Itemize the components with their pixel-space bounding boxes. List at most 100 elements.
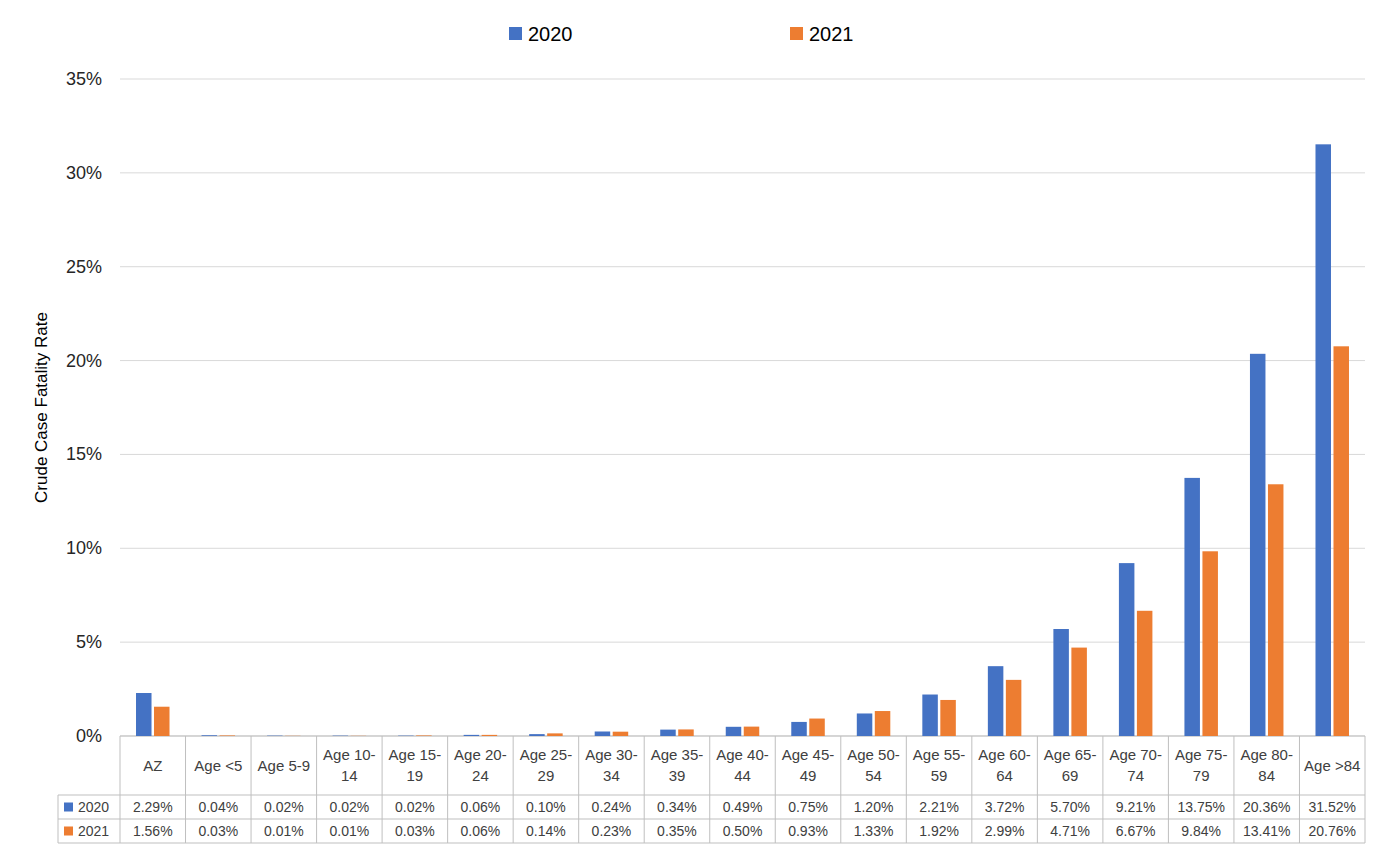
bar: [1202, 551, 1218, 736]
bar: [202, 735, 218, 736]
tick-label: 0%: [76, 726, 102, 746]
table-value: 6.67%: [1116, 823, 1156, 839]
category-label: Age 65-69: [1044, 746, 1097, 784]
table-line: [447, 736, 448, 843]
category-label-part: Age 45-: [782, 746, 835, 763]
table-line: [316, 736, 317, 843]
category-label-part: Age 75-: [1175, 746, 1228, 763]
category-label-part: 54: [865, 767, 882, 784]
category-label-part: 39: [669, 767, 686, 784]
table-value: 0.23%: [592, 823, 632, 839]
tick-label: 10%: [66, 538, 102, 558]
legend-key: [509, 27, 522, 40]
table-value: 0.03%: [395, 823, 435, 839]
table-value: 0.03%: [198, 823, 238, 839]
table-value: 0.02%: [329, 799, 369, 815]
table-line: [775, 736, 776, 843]
bar: [595, 731, 611, 736]
table-value: 0.35%: [657, 823, 697, 839]
bar: [940, 700, 956, 736]
y-axis-label: Crude Case Fatality Rate: [32, 312, 51, 503]
category-label-part: Age 15-: [389, 746, 442, 763]
table-value: 1.92%: [919, 823, 959, 839]
category-label: AZ: [143, 757, 162, 774]
bar: [1071, 648, 1087, 736]
table-value: 0.75%: [788, 799, 828, 815]
bar: [464, 735, 480, 736]
legend-label: 2021: [809, 23, 854, 45]
grid-line: [120, 548, 1365, 549]
table-line: [578, 736, 579, 843]
table-line: [840, 736, 841, 843]
table-line: [1233, 736, 1234, 843]
table-line: [971, 736, 972, 843]
category-label-part: 14: [341, 767, 358, 784]
table-series-name: 2020: [78, 799, 109, 815]
bar: [726, 727, 742, 736]
bar: [547, 733, 563, 736]
category-label-part: 59: [931, 767, 948, 784]
bar: [1250, 354, 1266, 736]
bar: [988, 666, 1004, 736]
table-value: 5.70%: [1050, 799, 1090, 815]
category-label-part: Age <5: [194, 757, 242, 774]
table-value: 4.71%: [1050, 823, 1090, 839]
table-line: [120, 736, 121, 843]
category-label-part: Age 65-: [1044, 746, 1097, 763]
bar: [1315, 144, 1331, 736]
legend-key: [790, 27, 803, 40]
category-label: Age 45-49: [782, 746, 835, 784]
data-table: AZAge <5Age 5-9Age 10-14Age 15-19Age 20-…: [58, 736, 1365, 843]
category-label: Age 5-9: [258, 757, 311, 774]
table-value: 0.10%: [526, 799, 566, 815]
category-label: Age 30- 34: [585, 746, 638, 784]
category-label-part: 79: [1193, 767, 1210, 784]
table-line: [58, 795, 1365, 796]
table-value: 0.02%: [264, 799, 304, 815]
category-label-part: 64: [996, 767, 1013, 784]
category-label-part: Age 20-: [454, 746, 507, 763]
table-value: 9.84%: [1181, 823, 1221, 839]
bars: [136, 144, 1349, 736]
bar: [1119, 563, 1135, 736]
bar: [744, 727, 760, 736]
category-label-part: Age 25-: [520, 746, 573, 763]
category-label-part: Age 5-9: [258, 757, 311, 774]
table-value: 3.72%: [985, 799, 1025, 815]
bar: [791, 722, 807, 736]
table-series-name: 2021: [78, 823, 109, 839]
category-label: Age 55-59: [913, 746, 966, 784]
bar: [220, 735, 236, 736]
table-value: 20.36%: [1243, 799, 1290, 815]
bar: [267, 735, 283, 736]
bar: [154, 707, 170, 736]
tick-label: 25%: [66, 257, 102, 277]
x-axis-line: [120, 736, 1365, 737]
bar: [922, 695, 938, 736]
bar: [333, 735, 349, 736]
category-label: Age 75- 79: [1175, 746, 1228, 784]
table-legend-key: [64, 803, 73, 812]
table-value: 13.41%: [1243, 823, 1290, 839]
category-label-part: 34: [603, 767, 620, 784]
table-value: 0.50%: [723, 823, 763, 839]
grid-line: [120, 79, 1365, 80]
table-line: [1102, 736, 1103, 843]
table-value: 2.29%: [133, 799, 173, 815]
bar: [1268, 484, 1284, 736]
table-value: 20.76%: [1308, 823, 1355, 839]
table-value: 1.56%: [133, 823, 173, 839]
category-label-part: Age 30-: [585, 746, 638, 763]
chart: 0%5%10%15%20%25%30%35%Crude Case Fatalit…: [0, 0, 1388, 859]
table-value: 0.06%: [461, 799, 501, 815]
table-value: 9.21%: [1116, 799, 1156, 815]
bar: [1053, 629, 1069, 736]
legend-label: 2020: [528, 23, 573, 45]
grid-line: [120, 454, 1365, 455]
bar: [809, 719, 825, 736]
table-line: [1168, 736, 1169, 843]
tick-label: 30%: [66, 163, 102, 183]
table-line: [709, 736, 710, 843]
category-label: Age <5: [194, 757, 242, 774]
category-label: Age 10-14: [323, 746, 376, 784]
